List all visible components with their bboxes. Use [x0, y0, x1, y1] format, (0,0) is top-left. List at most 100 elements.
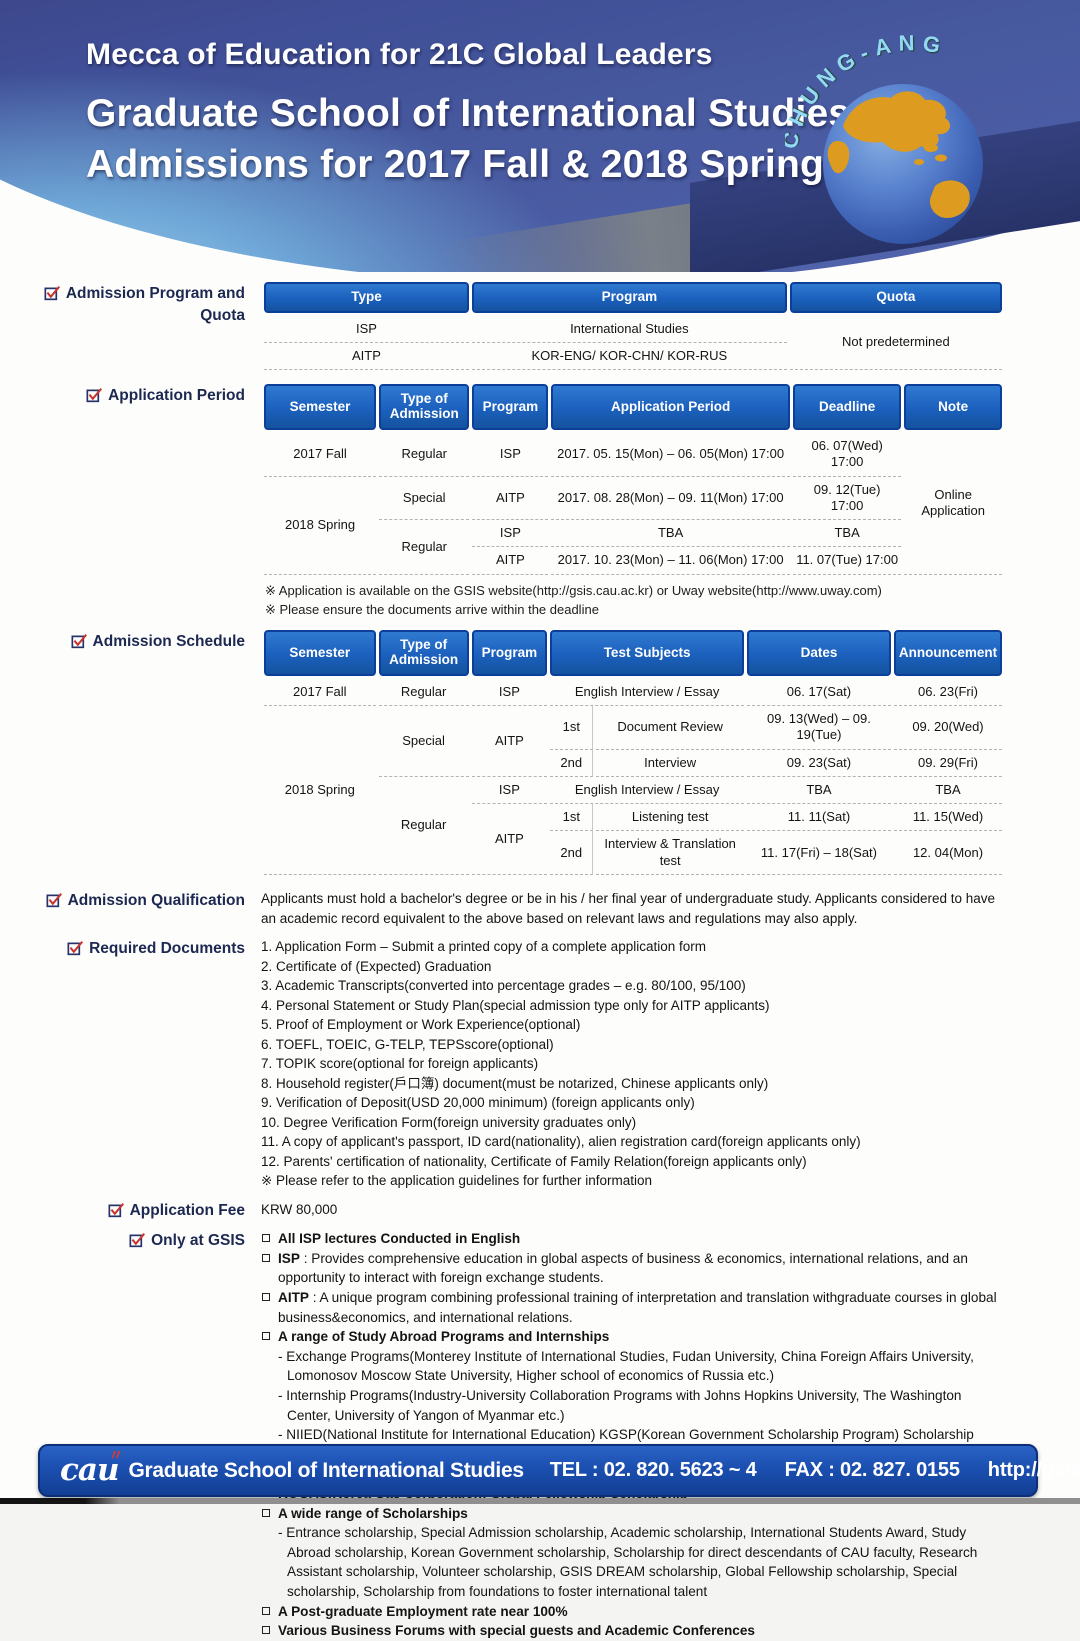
table-row: AITP KOR-ENG/ KOR-CHN/ KOR-RUS: [264, 343, 1002, 371]
square-bullet-icon: [262, 1234, 270, 1243]
col-header-deadline: Deadline: [792, 384, 902, 431]
footer-bar: cau 〃 Graduate School of International St…: [38, 1444, 1080, 1497]
cell-program: ISP: [471, 777, 548, 805]
cell-period: 2017. 10. 23(Mon) – 11. 06(Mon) 17:00: [551, 547, 790, 575]
checkbox-icon: [108, 1202, 125, 1223]
cell-program: ISP: [472, 430, 549, 477]
cell-deadline: TBA: [792, 520, 902, 548]
gsis-item: A range of Study Abroad Programs and Int…: [261, 1327, 1005, 1347]
cell-announcement: 06. 23(Fri): [893, 676, 1002, 707]
document-item: 3. Academic Transcripts(converted into p…: [261, 978, 746, 994]
cell-admission-type: Regular: [379, 430, 470, 477]
gsis-item: AITP : A unique program combining profes…: [261, 1288, 1005, 1327]
checkbox-icon: [86, 387, 103, 408]
table-row: Regular ISP TBA TBA: [264, 520, 1002, 575]
cell-test-subject: Listening test: [596, 804, 744, 832]
cell-period: 2017. 05. 15(Mon) – 06. 05(Mon) 17:00: [551, 430, 790, 477]
cell-admission-type: Special: [378, 706, 469, 777]
gsis-subitem: - Internship Programs(Industry-Universit…: [278, 1388, 962, 1423]
cell-stage: 2nd: [550, 831, 594, 875]
col-header-program: Program: [472, 384, 549, 431]
document-item: 11. A copy of applicant's passport, ID c…: [261, 1134, 861, 1150]
cell-period: 2017. 08. 28(Mon) – 09. 11(Mon) 17:00: [551, 477, 790, 521]
section-label-admission-schedule: Admission Schedule: [0, 630, 245, 875]
checkbox-icon: [46, 892, 63, 913]
cell-program-aitp: KOR-ENG/ KOR-CHN/ KOR-RUS: [471, 343, 787, 371]
cau-logo: cau 〃: [60, 1446, 124, 1488]
qualification-text: Applicants must hold a bachelor's degree…: [261, 890, 996, 927]
square-bullet-icon: [262, 1606, 270, 1615]
cell-test-subject: Interview: [596, 750, 744, 777]
header-title-line1: Graduate School of International Studies: [86, 92, 851, 135]
cell-admission-type: Regular: [379, 520, 470, 575]
square-bullet-icon: [262, 1626, 270, 1635]
col-header-test-subjects: Test Subjects: [550, 630, 744, 676]
footer-school-name: Graduate School of International Studies: [128, 1458, 525, 1482]
cell-stage: 2nd: [550, 749, 594, 777]
cell-program: ISP: [472, 520, 549, 548]
cell-stage: 1st: [550, 706, 594, 750]
application-period-table: Semester Type of Admission Program Appli…: [261, 384, 1005, 575]
cell-dates: 06. 17(Sat): [746, 676, 891, 707]
cell-stage: 1st: [550, 804, 594, 832]
table-row: AITP 1st Listening test 11. 11(Sat) 11. …: [264, 804, 1002, 875]
poster-content: Admission Program and Quota Type Program…: [0, 272, 1080, 1641]
header-title-line2: Admissions for 2017 Fall & 2018 Spring: [86, 143, 825, 187]
cau-logo-accent: 〃: [108, 1446, 124, 1464]
header-banner: Mecca of Education for 21C Global Leader…: [0, 0, 1080, 272]
col-header-program: Program: [471, 282, 787, 313]
checkbox-icon: [71, 633, 88, 654]
cell-program: AITP: [471, 804, 548, 875]
cell-dates: 11. 17(Fri) – 18(Sat): [746, 831, 891, 875]
footer-fax: FAX : 02. 827. 0155: [784, 1459, 960, 1481]
table-row: 2018 Spring Special AITP 1st Document Re…: [264, 706, 1002, 875]
cell-program: ISP: [471, 676, 548, 707]
col-header-note: Note: [904, 384, 1002, 431]
col-header-admission-type: Type of Admission: [378, 630, 469, 676]
footer-url: http://gsis.cau.ac.kr: [987, 1459, 1080, 1481]
checkbox-icon: [67, 940, 84, 961]
document-item: 12. Parents' certification of nationalit…: [261, 1153, 807, 1169]
table-row: 2017 Fall Regular ISP English Interview …: [264, 676, 1002, 707]
col-header-semester: Semester: [264, 630, 376, 676]
cell-program-isp: International Studies: [471, 313, 787, 344]
col-header-dates: Dates: [746, 630, 891, 676]
cell-type-isp: ISP: [264, 313, 469, 344]
cell-program: AITP: [471, 706, 548, 777]
cell-deadline: 09. 12(Tue) 17:00: [792, 477, 902, 521]
table-row: 2018 Spring Special AITP 2017. 08. 28(Mo…: [264, 477, 1002, 575]
section-application-fee: Application Fee KRW 80,000: [0, 1199, 1080, 1223]
cell-dates: 11. 11(Sat): [746, 804, 891, 832]
cell-dates: 09. 23(Sat): [746, 750, 891, 777]
col-header-semester: Semester: [264, 384, 377, 431]
table-row: ISP International Studies Not predetermi…: [264, 313, 1002, 371]
section-application-period: Application Period Semester Type of Admi…: [0, 384, 1080, 620]
document-item: 1. Application Form – Submit a printed c…: [261, 939, 706, 955]
cell-period: TBA: [551, 520, 790, 548]
square-bullet-icon: [262, 1332, 270, 1341]
col-header-application-period: Application Period: [551, 384, 790, 431]
globe-icon: CHUNG-ANG: [776, 30, 983, 244]
section-admission-schedule: Admission Schedule Semester Type of Admi…: [0, 630, 1080, 875]
cell-semester: 2017 Fall: [264, 430, 377, 477]
cell-announcement: 12. 04(Mon): [893, 831, 1002, 875]
table-row: Regular ISP English Interview / Essay TB…: [264, 777, 1002, 875]
cell-note: Online Application: [904, 430, 1002, 575]
table-row: 2nd Interview & Translation test 11. 17(…: [264, 831, 1002, 875]
document-item: 2. Certificate of (Expected) Graduation: [261, 958, 492, 974]
period-footnote-2: ※ Please ensure the documents arrive wit…: [265, 602, 599, 618]
photo-edge: [0, 1498, 1080, 1504]
col-header-quota: Quota: [789, 282, 1002, 313]
cell-test-subject: Document Review: [596, 706, 744, 750]
col-header-announcement: Announcement: [893, 630, 1002, 676]
gsis-item: ISP : Provides comprehensive education i…: [261, 1249, 1005, 1288]
col-header-type: Type: [264, 282, 469, 313]
cell-test-subject: English Interview / Essay: [550, 676, 744, 707]
document-item: 5. Proof of Employment or Work Experienc…: [261, 1017, 581, 1033]
gsis-item: A wide range of Scholarships: [261, 1504, 1005, 1524]
document-item: 9. Verification of Deposit(USD 20,000 mi…: [261, 1095, 695, 1111]
col-header-admission-type: Type of Admission: [379, 384, 470, 431]
cell-quota: Not predetermined: [789, 313, 1002, 371]
cell-dates: TBA: [746, 777, 891, 805]
